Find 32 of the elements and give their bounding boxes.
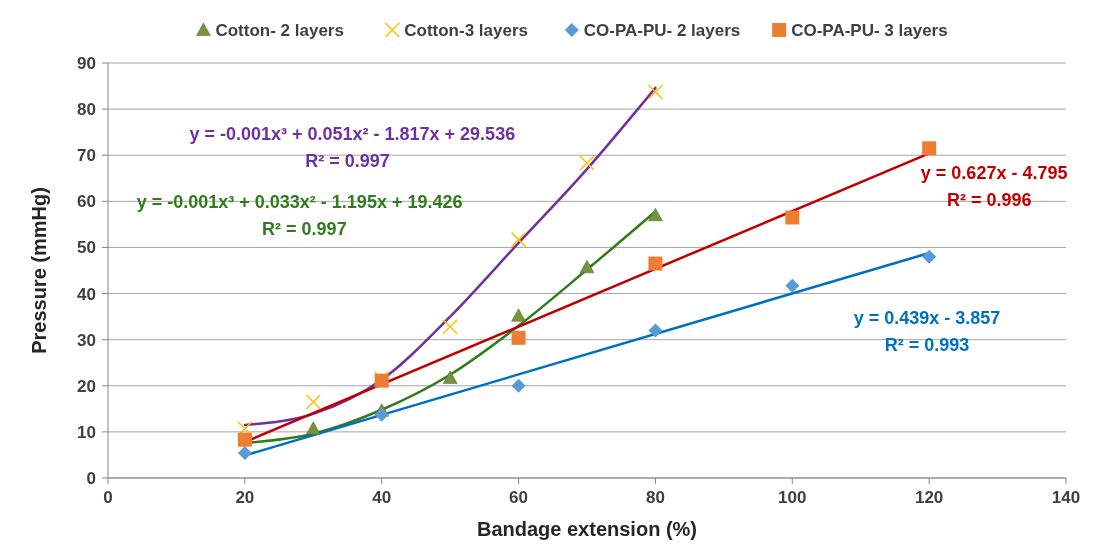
x-tick-label: 0 (103, 488, 113, 507)
x-tick-label: 60 (509, 488, 529, 507)
y-axis-title: Pressure (mmHg) (28, 187, 50, 354)
y-tick-label: 0 (86, 469, 96, 488)
y-tick-label: 10 (77, 422, 96, 442)
x-tick-label: 120 (914, 488, 944, 507)
legend-label: CO-PA-PU- 3 layers (791, 21, 948, 40)
y-tick-label: 80 (77, 100, 96, 120)
annotation: R² = 0.993 (884, 335, 970, 356)
legend-label: Cotton- 2 layers (215, 21, 344, 40)
y-tick-label: 50 (77, 238, 96, 258)
annotation: R² = 0.997 (305, 150, 390, 171)
y-tick-label: 30 (77, 330, 96, 350)
annotation: y = 0.439x - 3.857 (853, 308, 1001, 329)
legend-label: Cotton-3 layers (404, 21, 528, 40)
annotation: y = -0.001x³ + 0.051x² - 1.817x + 29.536 (189, 123, 516, 144)
y-tick-label: 40 (77, 284, 96, 304)
x-tick-label: 140 (1051, 488, 1081, 507)
y-tick-label: 90 (77, 54, 96, 73)
annotation: R² = 0.996 (947, 189, 1032, 210)
x-tick-label: 40 (372, 488, 392, 507)
annotation: R² = 0.997 (262, 219, 347, 239)
y-tick-label: 60 (77, 192, 96, 212)
legend-label: CO-PA-PU- 2 layers (583, 21, 741, 40)
x-tick-label: 80 (645, 488, 665, 507)
x-tick-label: 20 (235, 488, 255, 507)
annotation: y = 0.627x - 4.795 (920, 162, 1068, 183)
x-axis-title: Bandage extension (%) (476, 518, 698, 540)
y-tick-label: 20 (77, 376, 96, 396)
y-tick-label: 70 (77, 146, 96, 166)
annotation: y = -0.001x³ + 0.033x² - 1.195x + 19.426 (136, 192, 463, 213)
x-tick-label: 100 (778, 488, 807, 507)
